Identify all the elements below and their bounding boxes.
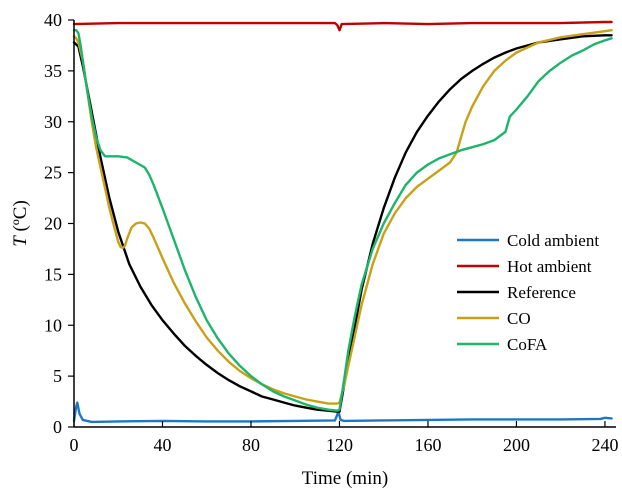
x-tick-label: 240 [591, 435, 618, 455]
legend-label-cold-ambient: Cold ambient [507, 231, 599, 250]
legend-label-reference: Reference [507, 283, 576, 302]
series-line-cofa [72, 29, 613, 412]
legend-label-co: CO [507, 309, 531, 328]
legend-label-cofa: CoFA [507, 335, 548, 354]
y-tick-label: 30 [44, 112, 62, 132]
y-tick-label: 10 [44, 315, 62, 335]
series-line-hot-ambient [72, 20, 613, 32]
plot-lines [72, 20, 613, 424]
x-axis-title: Time (min) [302, 468, 388, 489]
series-line-co [72, 29, 613, 405]
y-tick-label: 35 [44, 61, 62, 81]
legend: Cold ambient Hot ambient Reference CO CoFA [457, 231, 599, 354]
x-tick-label: 200 [503, 435, 530, 455]
series-line-cold-ambient [72, 401, 613, 424]
x-ticks: 0 40 80 120 160 200 240 [70, 421, 618, 455]
y-tick-label: 0 [53, 417, 62, 437]
y-tick-label: 15 [44, 264, 62, 284]
y-ticks: 0 5 10 15 20 25 30 35 40 [44, 10, 74, 437]
y-tick-label: 25 [44, 163, 62, 183]
y-tick-label: 5 [53, 366, 62, 386]
y-axis-title: T (ºC) [10, 200, 31, 247]
y-axis-unit: (ºC) [10, 200, 31, 236]
legend-label-hot-ambient: Hot ambient [507, 257, 592, 276]
y-axis-variable: T [10, 235, 31, 247]
y-tick-label: 20 [44, 214, 62, 234]
y-tick-label: 40 [44, 10, 62, 30]
x-tick-label: 40 [153, 435, 171, 455]
x-tick-label: 160 [414, 435, 441, 455]
x-tick-label: 80 [242, 435, 260, 455]
x-tick-label: 0 [70, 435, 79, 455]
x-tick-label: 120 [326, 435, 353, 455]
